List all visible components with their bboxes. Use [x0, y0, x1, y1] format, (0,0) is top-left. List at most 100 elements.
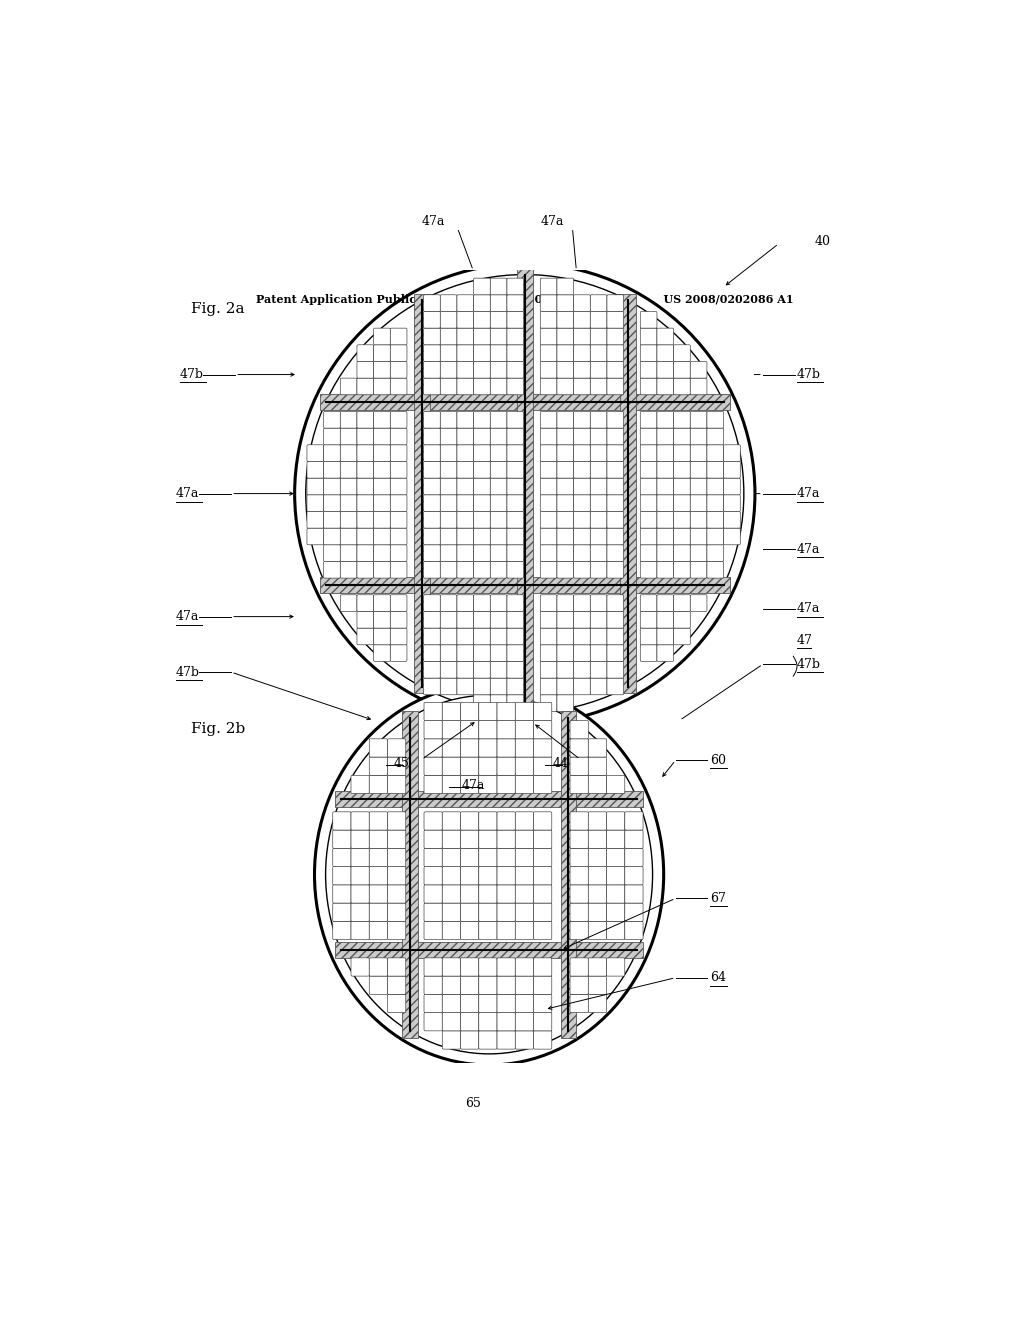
FancyBboxPatch shape [657, 345, 674, 362]
FancyBboxPatch shape [479, 903, 497, 921]
FancyBboxPatch shape [690, 528, 707, 545]
FancyBboxPatch shape [387, 867, 406, 884]
Bar [414, 294, 430, 693]
Circle shape [295, 264, 755, 723]
FancyBboxPatch shape [724, 511, 740, 528]
FancyBboxPatch shape [657, 412, 674, 428]
FancyBboxPatch shape [674, 412, 690, 428]
Text: 47a: 47a [797, 602, 820, 615]
FancyBboxPatch shape [606, 958, 625, 975]
FancyBboxPatch shape [674, 345, 690, 362]
FancyBboxPatch shape [357, 378, 374, 395]
FancyBboxPatch shape [351, 867, 370, 884]
FancyBboxPatch shape [374, 628, 390, 644]
FancyBboxPatch shape [588, 975, 606, 994]
FancyBboxPatch shape [570, 812, 588, 830]
FancyBboxPatch shape [474, 345, 490, 362]
FancyBboxPatch shape [351, 775, 370, 793]
FancyBboxPatch shape [457, 428, 474, 445]
FancyBboxPatch shape [340, 545, 357, 561]
FancyBboxPatch shape [570, 849, 588, 867]
FancyBboxPatch shape [424, 721, 442, 739]
FancyBboxPatch shape [440, 495, 457, 511]
FancyBboxPatch shape [657, 362, 674, 378]
FancyBboxPatch shape [474, 661, 490, 678]
FancyBboxPatch shape [357, 345, 374, 362]
FancyBboxPatch shape [497, 775, 515, 793]
FancyBboxPatch shape [557, 478, 573, 495]
FancyBboxPatch shape [690, 478, 707, 495]
FancyBboxPatch shape [657, 478, 674, 495]
FancyBboxPatch shape [573, 478, 590, 495]
Circle shape [306, 275, 743, 713]
FancyBboxPatch shape [497, 903, 515, 921]
Text: 47a: 47a [541, 215, 564, 228]
FancyBboxPatch shape [424, 478, 440, 495]
FancyBboxPatch shape [357, 412, 374, 428]
FancyBboxPatch shape [573, 362, 590, 378]
FancyBboxPatch shape [474, 462, 490, 478]
FancyBboxPatch shape [573, 462, 590, 478]
FancyBboxPatch shape [390, 628, 407, 644]
FancyBboxPatch shape [640, 445, 657, 462]
FancyBboxPatch shape [474, 329, 490, 345]
FancyBboxPatch shape [357, 428, 374, 445]
FancyBboxPatch shape [387, 775, 406, 793]
FancyBboxPatch shape [390, 462, 407, 478]
FancyBboxPatch shape [357, 595, 374, 611]
FancyBboxPatch shape [424, 884, 442, 903]
FancyBboxPatch shape [557, 329, 573, 345]
FancyBboxPatch shape [541, 462, 557, 478]
FancyBboxPatch shape [588, 884, 606, 903]
FancyBboxPatch shape [507, 378, 523, 395]
FancyBboxPatch shape [374, 644, 390, 661]
FancyBboxPatch shape [590, 312, 607, 329]
FancyBboxPatch shape [340, 478, 357, 495]
FancyBboxPatch shape [541, 478, 557, 495]
FancyBboxPatch shape [606, 921, 625, 940]
FancyBboxPatch shape [541, 445, 557, 462]
FancyBboxPatch shape [541, 694, 557, 711]
FancyBboxPatch shape [507, 345, 523, 362]
FancyBboxPatch shape [390, 345, 407, 362]
FancyBboxPatch shape [606, 867, 625, 884]
FancyBboxPatch shape [461, 849, 479, 867]
FancyBboxPatch shape [557, 678, 573, 694]
FancyBboxPatch shape [507, 362, 523, 378]
FancyBboxPatch shape [507, 528, 523, 545]
FancyBboxPatch shape [640, 312, 657, 329]
FancyBboxPatch shape [357, 561, 374, 578]
FancyBboxPatch shape [588, 903, 606, 921]
FancyBboxPatch shape [461, 867, 479, 884]
FancyBboxPatch shape [607, 545, 624, 561]
FancyBboxPatch shape [515, 1031, 534, 1049]
FancyBboxPatch shape [374, 462, 390, 478]
FancyBboxPatch shape [674, 428, 690, 445]
FancyBboxPatch shape [534, 975, 552, 994]
FancyBboxPatch shape [590, 428, 607, 445]
FancyBboxPatch shape [333, 830, 351, 849]
FancyBboxPatch shape [474, 511, 490, 528]
FancyBboxPatch shape [541, 279, 557, 294]
FancyBboxPatch shape [573, 495, 590, 511]
FancyBboxPatch shape [570, 867, 588, 884]
FancyBboxPatch shape [573, 511, 590, 528]
FancyBboxPatch shape [474, 294, 490, 312]
FancyBboxPatch shape [424, 644, 440, 661]
FancyBboxPatch shape [507, 678, 523, 694]
FancyBboxPatch shape [390, 412, 407, 428]
Text: 47a: 47a [797, 543, 820, 556]
FancyBboxPatch shape [707, 462, 724, 478]
FancyBboxPatch shape [457, 611, 474, 628]
FancyBboxPatch shape [590, 628, 607, 644]
FancyBboxPatch shape [374, 545, 390, 561]
FancyBboxPatch shape [440, 378, 457, 395]
FancyBboxPatch shape [324, 561, 340, 578]
FancyBboxPatch shape [590, 545, 607, 561]
FancyBboxPatch shape [607, 511, 624, 528]
FancyBboxPatch shape [640, 644, 657, 661]
FancyBboxPatch shape [607, 678, 624, 694]
FancyBboxPatch shape [573, 545, 590, 561]
FancyBboxPatch shape [324, 462, 340, 478]
FancyBboxPatch shape [557, 378, 573, 395]
